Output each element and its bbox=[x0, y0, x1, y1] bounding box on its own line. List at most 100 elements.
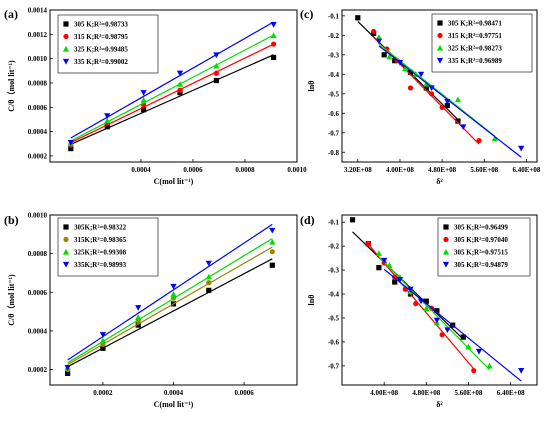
x-tick-label: 0.0004 bbox=[164, 389, 184, 397]
y-tick-label: -0.7 bbox=[328, 362, 340, 370]
data-point bbox=[355, 15, 361, 21]
fit-line bbox=[367, 243, 475, 370]
data-point bbox=[444, 98, 451, 105]
y-tick-label: -0.6 bbox=[328, 338, 340, 346]
x-axis-label: C(mol lit⁻¹) bbox=[154, 400, 194, 409]
y-tick-label: 0.0010 bbox=[28, 212, 48, 220]
legend-marker bbox=[63, 33, 69, 40]
x-tick-label: 4.80E+08 bbox=[412, 389, 440, 397]
y-tick-label: -0.4 bbox=[328, 291, 340, 299]
legend-marker bbox=[62, 261, 70, 268]
data-point bbox=[434, 308, 440, 314]
data-point bbox=[476, 137, 482, 144]
data-point bbox=[140, 90, 147, 96]
y-tick-label: 0.0006 bbox=[28, 104, 48, 112]
fit-line bbox=[67, 223, 273, 361]
legend-entry: 305 K;R²=0.97040 bbox=[454, 236, 508, 244]
data-point bbox=[213, 77, 219, 84]
data-point bbox=[381, 52, 387, 58]
data-point bbox=[433, 317, 440, 324]
legend: 305 K;R²=0.96499 305 K;R²=0.97040 305 K;R²… bbox=[437, 217, 531, 277]
y-axis-label: lnθ bbox=[307, 81, 316, 92]
y-tick-label: -0.5 bbox=[328, 314, 340, 322]
data-point bbox=[375, 38, 382, 45]
legend-marker bbox=[437, 20, 443, 26]
plot-frame bbox=[341, 9, 538, 163]
data-point bbox=[392, 279, 398, 285]
legend: 305K;R²=0.98322 315K;R²=0.98365 325K;R²=0.… bbox=[57, 217, 159, 277]
data-point bbox=[486, 362, 493, 369]
panel-label: (c) bbox=[300, 7, 313, 21]
legend-entry: 305 K;R²=0.96499 bbox=[454, 224, 508, 232]
data-point bbox=[454, 96, 462, 103]
y-tick-label: 0.0012 bbox=[28, 31, 48, 39]
data-point bbox=[135, 314, 142, 320]
data-point bbox=[213, 62, 220, 69]
data-point bbox=[205, 273, 212, 280]
data-point bbox=[349, 217, 356, 223]
y-tick-label: 0.0014 bbox=[28, 7, 48, 15]
y-tick-label: -0.5 bbox=[328, 90, 340, 98]
data-point bbox=[99, 337, 107, 344]
data-point bbox=[269, 262, 275, 268]
data-point bbox=[68, 146, 74, 152]
data-point bbox=[170, 291, 177, 297]
plot-frame bbox=[341, 214, 538, 386]
data-point bbox=[371, 28, 377, 35]
data-point bbox=[67, 139, 74, 146]
data-point bbox=[386, 53, 393, 60]
legend-marker bbox=[63, 224, 69, 230]
data-point bbox=[104, 124, 110, 130]
data-point bbox=[64, 365, 71, 371]
legend-marker bbox=[62, 248, 70, 255]
chart-panel-3: (d) 4.00E+08 4.80E+08 5.60E+08 6.40E+08 -0.1 -… bbox=[300, 213, 538, 409]
x-axis-label: δ² bbox=[436, 177, 443, 186]
data-point bbox=[213, 70, 219, 76]
legend-marker bbox=[443, 236, 449, 243]
x-tick-label: 6.40E+08 bbox=[497, 389, 525, 397]
legend-entry: 315 K;R²=0.97751 bbox=[448, 32, 502, 40]
x-tick-label: 0.0010 bbox=[287, 166, 307, 174]
legend-marker bbox=[63, 236, 69, 243]
y-tick-label: -0.2 bbox=[328, 32, 340, 40]
data-point bbox=[381, 257, 388, 264]
data-point bbox=[423, 85, 429, 91]
y-tick-label: -0.3 bbox=[328, 51, 340, 59]
fit-line bbox=[70, 43, 274, 144]
x-tick-label: 3.20E+08 bbox=[344, 166, 372, 174]
data-point bbox=[176, 81, 184, 87]
legend-entry: 335K;R²=0.98993 bbox=[74, 261, 127, 269]
legend-box bbox=[57, 14, 159, 74]
legend-marker bbox=[436, 44, 444, 51]
legend-entry: 315 K;R²=0.98795 bbox=[74, 33, 128, 41]
x-axis-label: C(mol lit⁻¹) bbox=[154, 177, 194, 186]
legend-entry: 325 K;R²=0.98273 bbox=[448, 45, 502, 53]
chart-panel-2: (c) 3.20E+08 4.00E+08 4.80E+08 5.60E+08 6.40E… bbox=[300, 7, 541, 186]
plot-content bbox=[355, 15, 525, 158]
y-tick-label: -0.4 bbox=[328, 71, 340, 79]
data-point bbox=[439, 332, 445, 338]
fit-line bbox=[378, 256, 490, 371]
x-tick-label: 0.0004 bbox=[131, 166, 151, 174]
x-tick-label: 0.0006 bbox=[234, 389, 254, 397]
y-tick-label: 0.0008 bbox=[28, 250, 48, 258]
chart-panel-0: (a) 0.0004 0.0006 0.0008 0.0010 0.0002 0.0004 0… bbox=[4, 7, 307, 187]
panel-label: (d) bbox=[300, 213, 315, 227]
data-point bbox=[213, 52, 220, 59]
x-tick-label: 5.60E+08 bbox=[455, 389, 483, 397]
chart-panel-1: (b) 0.0002 0.0004 0.0006 0.0002 0.0004 0.0006 0… bbox=[4, 212, 298, 409]
data-point bbox=[423, 80, 430, 87]
data-point bbox=[455, 118, 461, 124]
legend-entry: 305 K;R²=0.98733 bbox=[74, 21, 128, 29]
x-tick-label: 0.0006 bbox=[183, 166, 203, 174]
data-point bbox=[140, 96, 147, 103]
data-point bbox=[271, 41, 277, 47]
y-tick-label: 0.0006 bbox=[28, 289, 48, 297]
data-point bbox=[100, 345, 106, 351]
data-point bbox=[386, 262, 393, 268]
data-point bbox=[423, 305, 430, 311]
y-tick-label: -0.6 bbox=[328, 110, 340, 118]
legend-box bbox=[437, 217, 531, 277]
y-axis-label: C/θ（mol lit⁻¹) bbox=[6, 274, 16, 326]
